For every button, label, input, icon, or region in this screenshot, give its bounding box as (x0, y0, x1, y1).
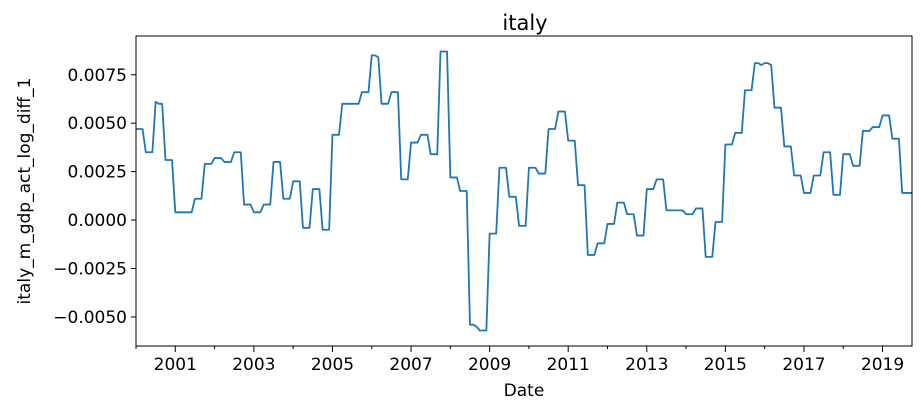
y-tick-label: −0.0025 (53, 260, 127, 280)
y-tick-label: 0.0075 (68, 66, 127, 86)
series-line-0 (136, 50, 912, 332)
x-tick-label: 2009 (468, 355, 511, 375)
y-tick-label: 0.0000 (68, 211, 127, 231)
x-tick-label: 2003 (232, 355, 275, 375)
x-axis-label: Date (504, 381, 545, 401)
x-axis: 2001 2003 2005 2007 2009 2011 2013 2015 2017 2019 (135, 346, 904, 375)
x-tick-label: 2007 (389, 355, 432, 375)
x-tick-label: 2013 (625, 355, 668, 375)
y-tick-label: 0.0050 (68, 114, 127, 134)
chart-title: italy (502, 11, 547, 35)
x-tick-label: 2019 (861, 355, 904, 375)
x-tick-label: 2017 (782, 355, 825, 375)
x-tick-label: 2011 (547, 355, 590, 375)
axes-frame (135, 35, 913, 347)
x-tick-label: 2001 (154, 355, 197, 375)
x-tick-label: 2005 (311, 355, 354, 375)
y-tick-label: −0.0050 (53, 308, 127, 328)
y-axis-label: italy_m_gdp_act_log_diff_1 (15, 78, 35, 305)
x-tick-label: 2015 (704, 355, 747, 375)
y-tick-label: 0.0025 (68, 163, 127, 183)
plot-area (136, 50, 912, 332)
y-axis: −0.0050 −0.0025 0.0000 0.0025 0.0050 0.0075 (53, 66, 136, 328)
